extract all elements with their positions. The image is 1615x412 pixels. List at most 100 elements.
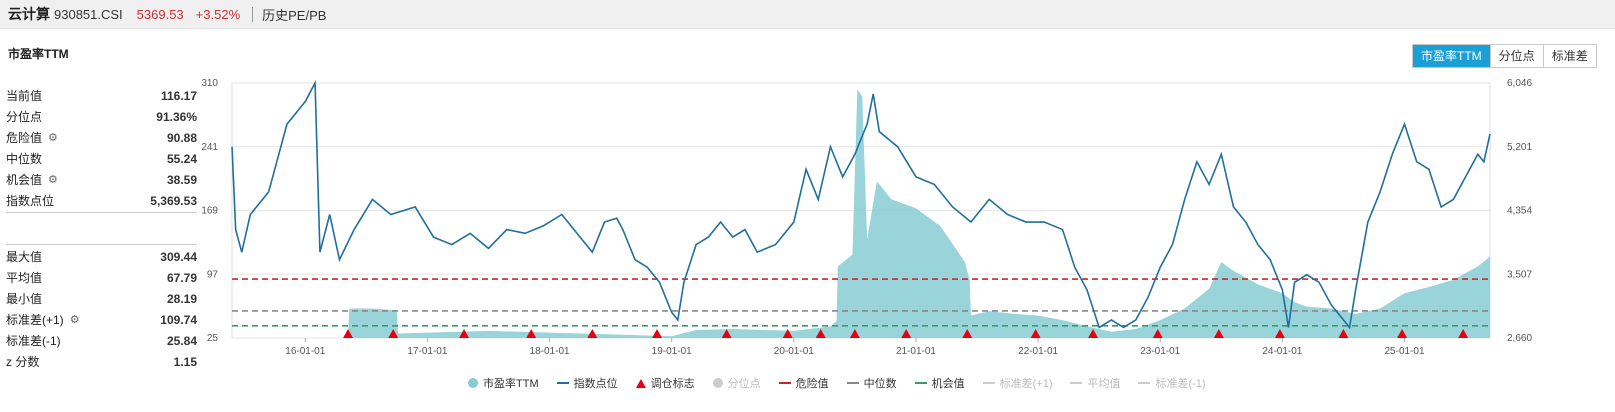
stat-label: 当前值 bbox=[6, 87, 42, 104]
x-tick-label: 17-01-01 bbox=[407, 346, 447, 357]
percentile-button[interactable]: 分位点 bbox=[1489, 45, 1543, 67]
x-tick-label: 18-01-01 bbox=[530, 346, 570, 357]
stat-value: 55.24 bbox=[166, 151, 197, 166]
stat-label-text: 当前值 bbox=[6, 89, 43, 103]
stats-panel-top: 当前值 116.17 分位点 91.36% 危险值 ⚙ 90.88 中位数 55.24 机会值 ⚙ 3… bbox=[6, 85, 197, 213]
rebalance-marker bbox=[459, 329, 470, 338]
stat-value: 1.15 bbox=[173, 354, 197, 369]
pe-ttm-button[interactable]: 市盈率TTM bbox=[1413, 45, 1490, 67]
stat-value: 91.36% bbox=[156, 109, 197, 124]
legend-symbol-icon bbox=[914, 382, 927, 384]
index-line bbox=[231, 79, 1491, 330]
y-left-tick-label: 97 bbox=[207, 269, 219, 280]
stat-row: 危险值 ⚙ 90.88 bbox=[6, 127, 197, 148]
y-left-tick-label: 25 bbox=[207, 333, 219, 344]
stat-value: 116.17 bbox=[160, 88, 197, 103]
stat-label: 标准差(-1) bbox=[6, 332, 61, 349]
y-left-tick-label: 310 bbox=[201, 78, 218, 89]
stat-value: 38.59 bbox=[166, 172, 197, 187]
history-pe-pb-link[interactable]: 历史PE/PB bbox=[262, 7, 327, 23]
stat-label: 危险值 ⚙ bbox=[6, 129, 58, 146]
stat-label-text: 指数点位 bbox=[6, 194, 55, 208]
legend-item[interactable]: 市盈率TTM bbox=[468, 375, 539, 391]
stat-label: 标准差(+1) ⚙ bbox=[6, 311, 80, 328]
legend-symbol-icon bbox=[712, 378, 723, 388]
stat-label: 最小值 bbox=[6, 290, 42, 307]
rebalance-marker bbox=[1397, 329, 1408, 338]
rebalance-marker bbox=[1088, 329, 1099, 338]
stat-label-text: 平均值 bbox=[6, 271, 43, 285]
y-right-tick-label: 6,046 bbox=[1507, 78, 1532, 89]
legend-label: 平均值 bbox=[1087, 378, 1121, 390]
x-tick-label: 24-01-01 bbox=[1262, 346, 1302, 357]
stat-row: 标准差(-1) 25.84 bbox=[6, 330, 197, 351]
stat-row: 中位数 55.24 bbox=[6, 148, 197, 169]
legend-symbol-icon bbox=[468, 378, 478, 388]
legend-symbol-icon bbox=[982, 382, 995, 384]
y-right-tick-label: 4,354 bbox=[1507, 206, 1532, 217]
stat-label-text: 分位点 bbox=[6, 110, 43, 124]
stat-label: 平均值 bbox=[6, 269, 42, 286]
stat-label: 指数点位 bbox=[6, 192, 54, 209]
stat-label: 分位点 bbox=[6, 108, 42, 125]
legend-symbol-icon bbox=[1138, 382, 1151, 384]
gear-icon[interactable]: ⚙ bbox=[69, 314, 80, 326]
y-right-tick-label: 2,660 bbox=[1507, 333, 1532, 344]
rebalance-marker bbox=[1030, 329, 1041, 338]
legend-label: 分位点 bbox=[727, 378, 761, 390]
gear-icon[interactable]: ⚙ bbox=[48, 132, 58, 144]
stat-value: 28.19 bbox=[166, 291, 197, 306]
x-tick-label: 25-01-01 bbox=[1384, 346, 1424, 357]
metric-toggle-group: 市盈率TTM 分位点 标准差 bbox=[1412, 44, 1597, 68]
legend-label: 危险值 bbox=[795, 378, 829, 390]
stat-label-text: 中位数 bbox=[6, 152, 43, 166]
legend-symbol-icon bbox=[1070, 382, 1083, 384]
stat-value: 109.74 bbox=[160, 312, 197, 327]
chart-legend: 市盈率TTM 指数点位 调仓标志 分位点 危险值 中位数 机会值 标准差(+1) 平均值 标准差(… bbox=[468, 375, 1224, 391]
stat-label: 中位数 bbox=[6, 150, 42, 167]
legend-item[interactable]: 标准差(-1) bbox=[1138, 375, 1206, 391]
rebalance-marker bbox=[526, 329, 537, 338]
gear-icon[interactable]: ⚙ bbox=[48, 174, 58, 186]
legend-symbol-icon bbox=[846, 382, 859, 384]
legend-label: 标准差(-1) bbox=[1155, 378, 1206, 390]
stat-row: 当前值 116.17 bbox=[6, 85, 197, 106]
rebalance-marker bbox=[1213, 329, 1224, 338]
rebalance-marker bbox=[901, 329, 912, 338]
y-left-tick-label: 169 bbox=[201, 206, 218, 217]
top-bar: 云计算 930851.CSI 5369.53 +3.52% 历史PE/PB bbox=[0, 0, 1615, 29]
legend-symbol-icon bbox=[556, 382, 569, 384]
stat-label-text: 最小值 bbox=[6, 292, 43, 306]
stat-label-text: 标准差(+1) bbox=[6, 313, 64, 327]
x-tick-label: 21-01-01 bbox=[896, 346, 936, 357]
stat-label-text: 最大值 bbox=[6, 250, 43, 264]
stat-row: 分位点 91.36% bbox=[6, 106, 197, 127]
rebalance-marker bbox=[815, 329, 826, 338]
legend-item[interactable]: 分位点 bbox=[712, 375, 761, 391]
stat-label-text: z 分数 bbox=[6, 355, 40, 369]
stat-label-text: 危险值 bbox=[6, 131, 43, 145]
legend-item[interactable]: 机会值 bbox=[914, 375, 965, 391]
std-dev-button[interactable]: 标准差 bbox=[1542, 45, 1596, 67]
rebalance-marker bbox=[652, 329, 663, 338]
stat-label: z 分数 bbox=[6, 353, 39, 370]
rebalance-marker bbox=[1458, 329, 1469, 338]
rebalance-marker bbox=[587, 329, 598, 338]
rebalance-marker bbox=[849, 329, 860, 338]
legend-item[interactable]: 中位数 bbox=[846, 375, 897, 391]
legend-symbol-icon bbox=[778, 382, 791, 384]
index-price: 5369.53 bbox=[136, 6, 184, 22]
chart-title: 市盈率TTM bbox=[8, 47, 69, 61]
stat-label-text: 标准差(-1) bbox=[6, 334, 61, 348]
legend-item[interactable]: 标准差(+1) bbox=[982, 375, 1052, 391]
legend-item[interactable]: 调仓标志 bbox=[635, 375, 695, 391]
legend-symbol-icon bbox=[635, 378, 646, 388]
stat-value: 25.84 bbox=[166, 333, 197, 348]
rebalance-marker bbox=[962, 329, 973, 338]
y-right-tick-label: 5,201 bbox=[1507, 142, 1532, 153]
index-change: +3.52% bbox=[195, 6, 241, 22]
legend-item[interactable]: 平均值 bbox=[1070, 375, 1120, 391]
legend-item[interactable]: 危险值 bbox=[778, 375, 829, 391]
legend-item[interactable]: 指数点位 bbox=[556, 375, 618, 391]
